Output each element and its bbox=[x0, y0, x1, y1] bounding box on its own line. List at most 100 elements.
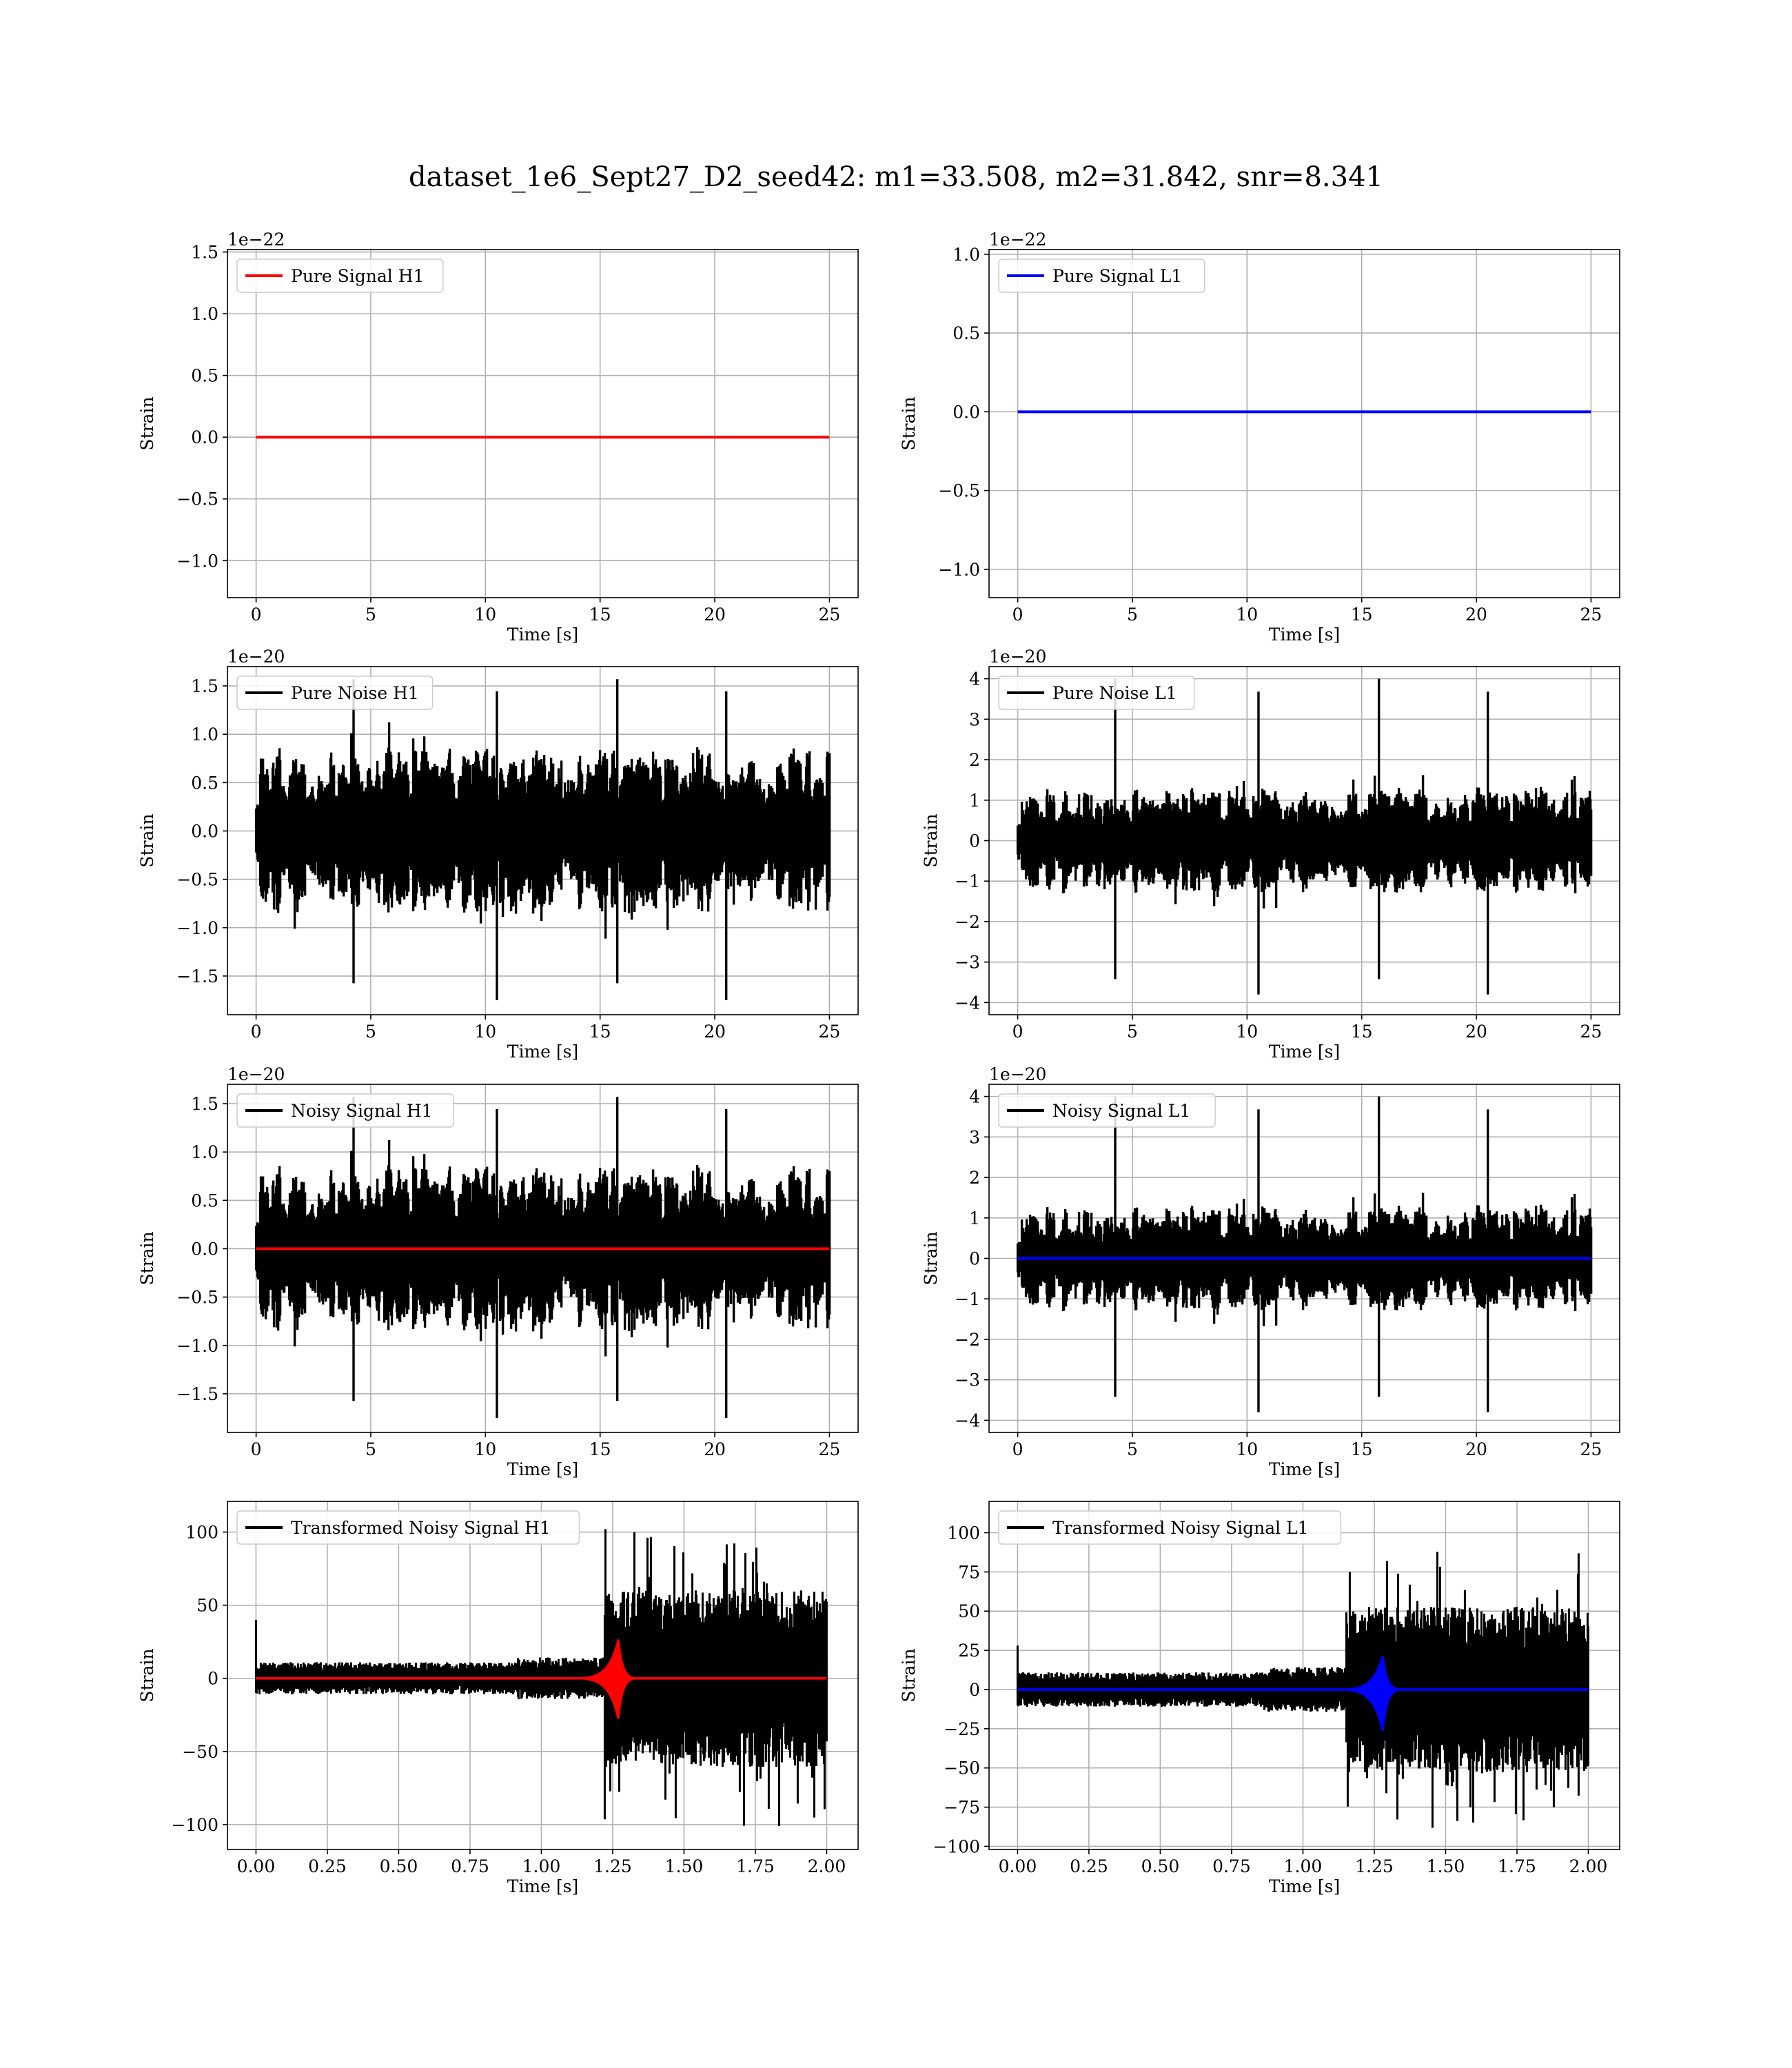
x-axis-label: Time [s] bbox=[1269, 1876, 1340, 1896]
offset-text: 1e−22 bbox=[227, 230, 285, 250]
y-tick-label: 1.5 bbox=[191, 676, 218, 696]
x-tick-label: 10 bbox=[1236, 605, 1258, 625]
y-tick-label: −100 bbox=[933, 1836, 980, 1856]
x-tick-label: 5 bbox=[1127, 1022, 1138, 1042]
y-tick-label: −1 bbox=[955, 871, 980, 891]
offset-text: 1e−22 bbox=[989, 230, 1046, 250]
y-tick-label: −0.5 bbox=[938, 481, 980, 501]
x-tick-label: 25 bbox=[819, 605, 841, 625]
y-tick-label: −0.5 bbox=[176, 1288, 218, 1308]
x-tick-label: 15 bbox=[1351, 605, 1373, 625]
x-tick-label: 5 bbox=[1127, 1439, 1138, 1459]
subplot-transformed-noisy-signal-l1: 0.00 0.25 0.50 0.75 1.00 1.25 1.50 1.75 2.00 −100… bbox=[899, 1501, 1620, 1896]
y-tick-label: −4 bbox=[955, 1410, 980, 1430]
y-tick-label: −2 bbox=[955, 1330, 980, 1350]
x-tick-label: 0 bbox=[1012, 605, 1024, 625]
x-tick-label: 10 bbox=[1236, 1022, 1258, 1042]
y-tick-label: 1.5 bbox=[191, 1094, 218, 1114]
x-tick-label: 0 bbox=[251, 605, 262, 625]
x-tick-label: 5 bbox=[365, 1439, 376, 1459]
y-tick-label: 0.0 bbox=[191, 427, 218, 447]
offset-text: 1e−20 bbox=[989, 647, 1046, 667]
x-tick-label: 1.25 bbox=[1355, 1856, 1394, 1876]
x-tick-label: 1.00 bbox=[522, 1856, 561, 1876]
x-tick-label: 1.50 bbox=[1427, 1856, 1465, 1876]
figure-title: dataset_1e6_Sept27_D2_seed42: m1=33.508,… bbox=[409, 161, 1383, 193]
x-tick-label: 0 bbox=[251, 1439, 262, 1459]
y-tick-label: 0.0 bbox=[191, 1239, 218, 1259]
y-tick-label: −1.0 bbox=[938, 560, 980, 580]
x-axis-label: Time [s] bbox=[507, 1042, 578, 1062]
series-group bbox=[254, 1529, 828, 1826]
x-tick-label: 25 bbox=[1580, 605, 1602, 625]
legend-box bbox=[998, 676, 1195, 710]
y-tick-label: 0.5 bbox=[191, 773, 218, 793]
series-group bbox=[1016, 678, 1593, 995]
legend-box bbox=[236, 258, 444, 293]
y-tick-label: −1 bbox=[955, 1289, 980, 1309]
y-tick-label: −25 bbox=[944, 1719, 980, 1739]
x-tick-label: 15 bbox=[1351, 1439, 1373, 1459]
x-tick-label: 1.50 bbox=[665, 1856, 704, 1876]
x-tick-label: 2.00 bbox=[808, 1856, 846, 1876]
legend: Transformed Noisy Signal L1 bbox=[998, 1510, 1342, 1545]
y-tick-label: 1.0 bbox=[953, 245, 980, 265]
x-tick-label: 15 bbox=[589, 1022, 611, 1042]
x-tick-label: 25 bbox=[819, 1439, 841, 1459]
x-axis-label: Time [s] bbox=[1269, 1042, 1340, 1062]
legend-label: Pure Signal H1 bbox=[291, 266, 424, 286]
legend-label: Pure Signal L1 bbox=[1052, 266, 1182, 286]
legend: Pure Noise L1 bbox=[998, 676, 1195, 710]
x-tick-label: 20 bbox=[704, 605, 726, 625]
noise-trace bbox=[254, 679, 831, 1000]
axes-frame bbox=[227, 249, 859, 598]
subplot-transformed-noisy-signal-h1: 0.00 0.25 0.50 0.75 1.00 1.25 1.50 1.75 2.00 −100… bbox=[137, 1501, 859, 1896]
signal-line bbox=[1017, 1656, 1589, 1731]
axes-frame bbox=[988, 249, 1620, 598]
axes-frame bbox=[227, 1084, 859, 1433]
axes-frame bbox=[227, 1501, 859, 1850]
legend: Pure Signal L1 bbox=[998, 258, 1205, 293]
y-axis-label: Strain bbox=[899, 396, 919, 450]
y-axis-label: Strain bbox=[137, 1648, 157, 1702]
x-tick-label: 10 bbox=[1236, 1439, 1258, 1459]
x-axis-label: Time [s] bbox=[507, 1876, 578, 1896]
y-tick-label: 0 bbox=[207, 1669, 218, 1689]
series-group bbox=[1016, 1552, 1589, 1828]
legend-box bbox=[236, 1093, 454, 1128]
y-axis-label: Strain bbox=[921, 813, 941, 867]
x-tick-label: 2.00 bbox=[1569, 1856, 1608, 1876]
y-tick-label: −50 bbox=[182, 1742, 218, 1762]
y-tick-label: −3 bbox=[955, 953, 980, 973]
x-tick-label: 0.75 bbox=[451, 1856, 489, 1876]
y-tick-label: 1.0 bbox=[191, 724, 218, 744]
y-tick-label: 100 bbox=[185, 1523, 218, 1543]
subplot-noisy-signal-h1: 0 5 10 15 20 25 −1.5 −1.0 −0.5 0.0 0.5 1.0 1.5 Time [… bbox=[137, 1064, 859, 1479]
legend: Pure Noise H1 bbox=[236, 676, 434, 710]
y-tick-label: 3 bbox=[969, 709, 980, 729]
y-tick-label: 75 bbox=[958, 1562, 980, 1582]
legend: Pure Signal H1 bbox=[236, 258, 444, 293]
y-axis-label: Strain bbox=[899, 1648, 919, 1702]
y-tick-label: 0.0 bbox=[953, 402, 980, 422]
x-tick-label: 20 bbox=[1465, 1022, 1487, 1042]
x-tick-label: 20 bbox=[1465, 605, 1487, 625]
x-axis-label: Time [s] bbox=[1269, 1459, 1340, 1479]
y-tick-label: 1 bbox=[969, 1208, 980, 1228]
legend-box bbox=[998, 1510, 1342, 1545]
x-tick-label: 0.50 bbox=[1141, 1856, 1180, 1876]
series-group bbox=[254, 679, 831, 1000]
y-tick-label: −4 bbox=[955, 993, 980, 1013]
legend-label: Noisy Signal H1 bbox=[291, 1101, 433, 1121]
legend-label: Noisy Signal L1 bbox=[1052, 1101, 1190, 1121]
y-tick-label: 0.0 bbox=[191, 821, 218, 841]
x-tick-label: 20 bbox=[704, 1439, 726, 1459]
subplot-pure-noise-l1: 0 5 10 15 20 25 −4 −3 −2 −1 0 1 2 3 4 Time [s] Strain 1e−… bbox=[921, 647, 1620, 1062]
y-tick-label: 1.0 bbox=[191, 1142, 218, 1162]
y-tick-label: 1 bbox=[969, 791, 980, 811]
y-tick-label: 50 bbox=[196, 1596, 218, 1616]
x-axis-label: Time [s] bbox=[507, 1459, 578, 1479]
legend-label: Pure Noise L1 bbox=[1052, 683, 1177, 703]
